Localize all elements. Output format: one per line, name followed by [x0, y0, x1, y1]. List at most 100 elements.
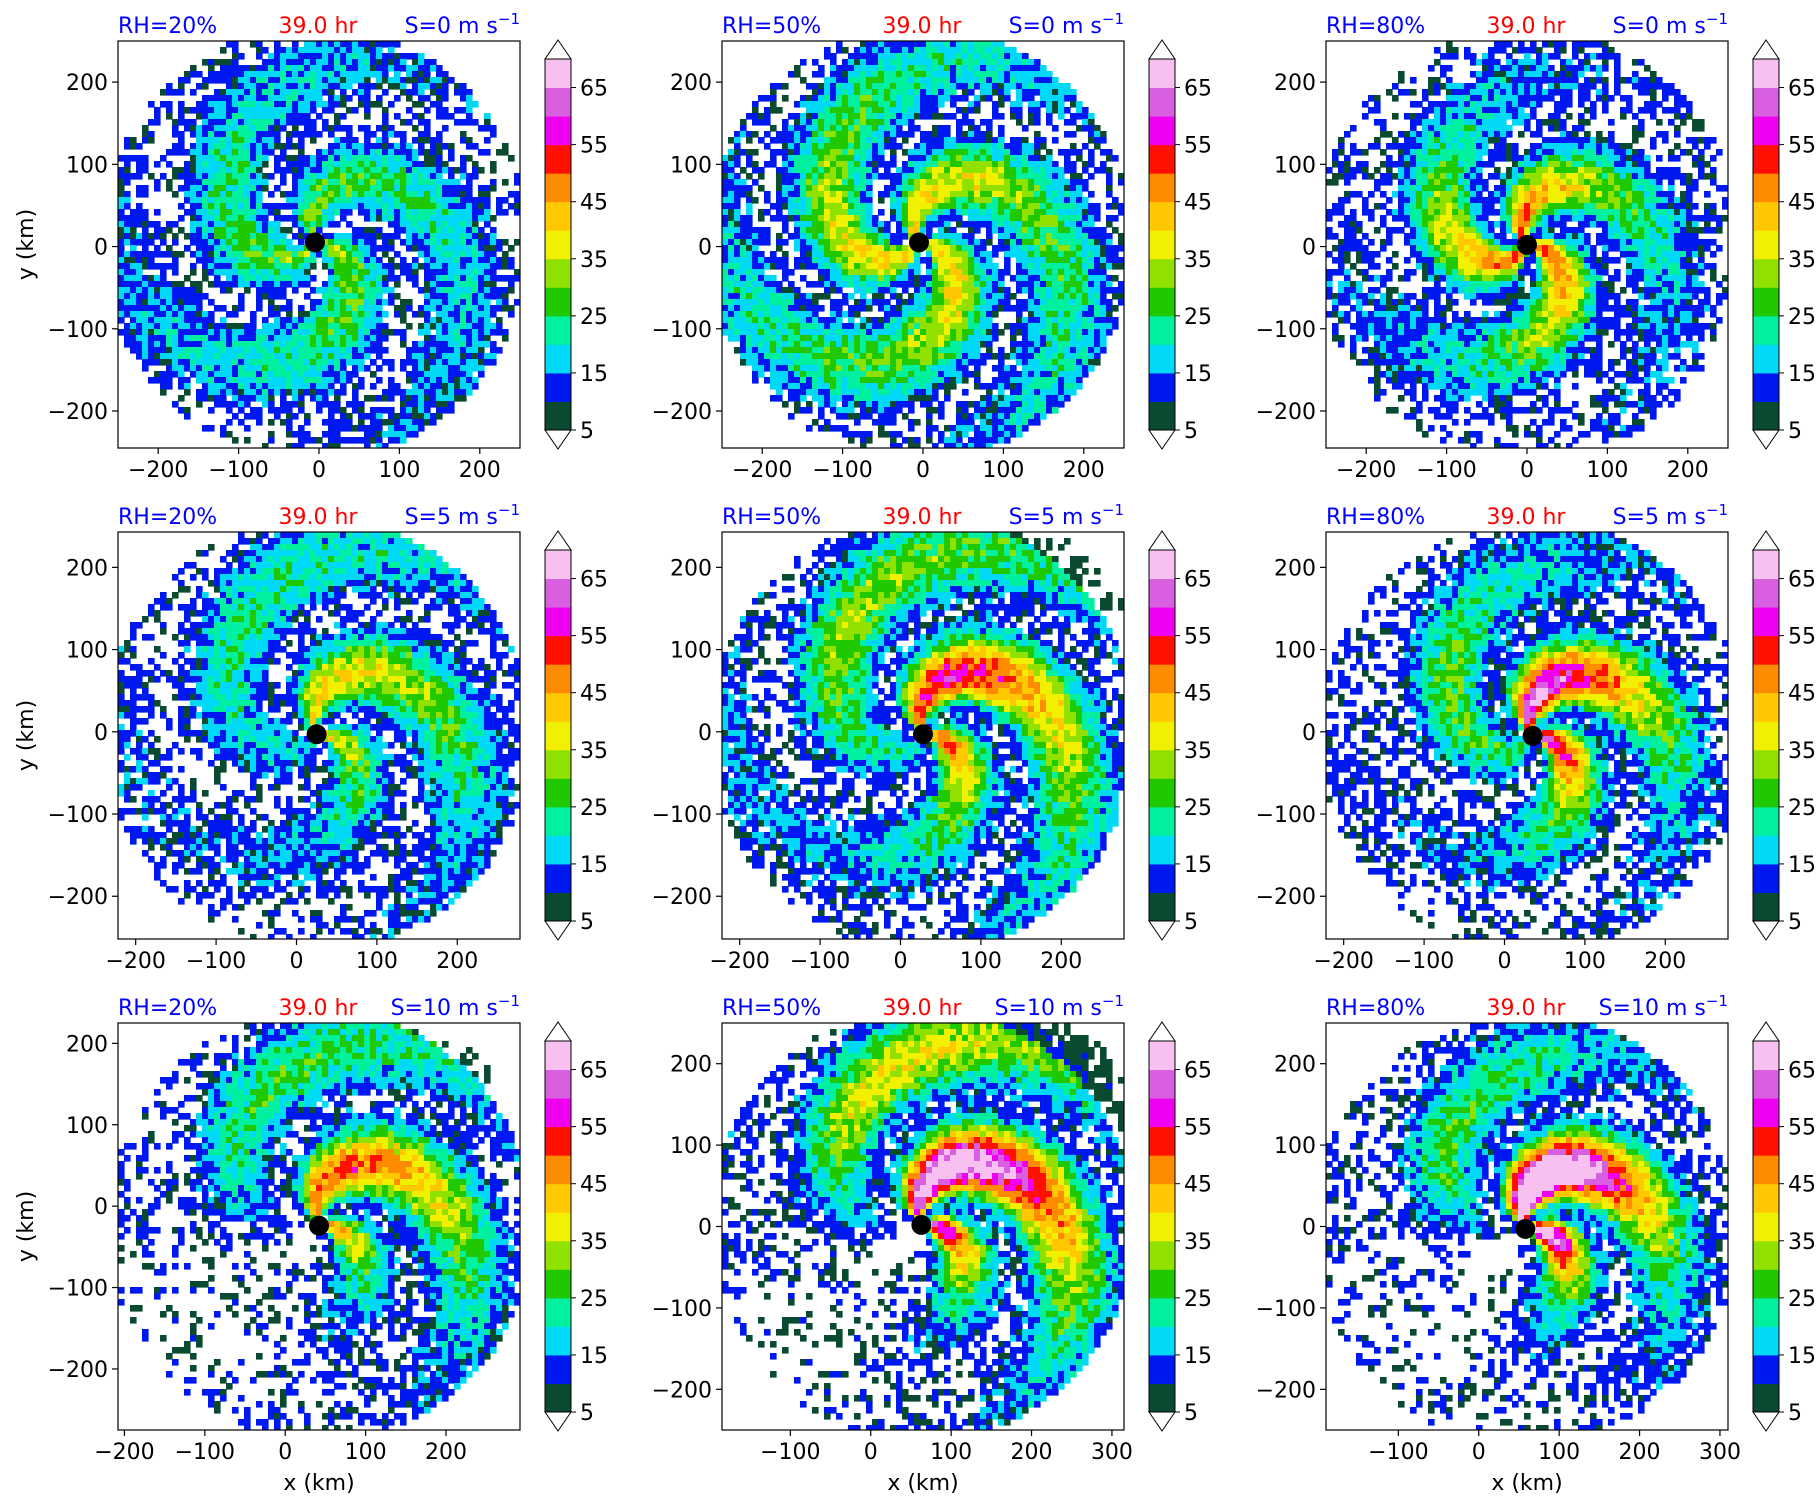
reflectivity-cell — [214, 101, 221, 108]
reflectivity-cell — [364, 251, 371, 258]
reflectivity-cell — [860, 437, 867, 444]
reflectivity-cell — [286, 227, 293, 234]
reflectivity-cell — [830, 209, 837, 216]
reflectivity-cell — [824, 119, 831, 126]
reflectivity-cell — [142, 227, 149, 234]
reflectivity-cell — [884, 395, 891, 402]
reflectivity-cell — [478, 149, 485, 156]
reflectivity-cell — [884, 131, 891, 138]
reflectivity-cell — [806, 383, 813, 390]
reflectivity-cell — [400, 167, 407, 174]
reflectivity-cell — [238, 377, 245, 384]
reflectivity-cell — [172, 89, 179, 96]
reflectivity-cell — [178, 143, 185, 150]
reflectivity-cell — [460, 335, 467, 342]
reflectivity-cell — [436, 293, 443, 300]
reflectivity-cell — [412, 257, 419, 264]
reflectivity-cell — [220, 341, 227, 348]
reflectivity-cell — [860, 143, 867, 150]
reflectivity-cell — [394, 251, 401, 258]
reflectivity-cell — [466, 389, 473, 396]
reflectivity-cell — [818, 389, 825, 396]
reflectivity-cell — [740, 311, 747, 318]
reflectivity-cell — [316, 251, 323, 258]
reflectivity-cell — [202, 77, 209, 84]
reflectivity-cell — [872, 251, 879, 258]
reflectivity-cell — [740, 119, 747, 126]
reflectivity-cell — [286, 305, 293, 312]
reflectivity-cell — [340, 263, 347, 270]
reflectivity-cell — [896, 275, 903, 282]
reflectivity-cell — [902, 119, 909, 126]
reflectivity-cell — [502, 209, 509, 216]
reflectivity-cell — [818, 197, 825, 204]
reflectivity-cell — [430, 161, 437, 168]
reflectivity-cell — [502, 197, 509, 204]
reflectivity-cell — [208, 425, 215, 432]
reflectivity-cell — [836, 353, 843, 360]
reflectivity-cell — [854, 215, 861, 222]
reflectivity-cell — [818, 131, 825, 138]
reflectivity-cell — [262, 71, 269, 78]
reflectivity-cell — [938, 47, 945, 54]
reflectivity-cell — [800, 275, 807, 282]
reflectivity-cell — [842, 263, 849, 270]
reflectivity-cell — [794, 185, 801, 192]
reflectivity-cell — [764, 365, 771, 372]
reflectivity-cell — [920, 209, 927, 216]
reflectivity-cell — [890, 65, 897, 72]
reflectivity-cell — [776, 83, 783, 90]
reflectivity-cell — [298, 407, 305, 414]
reflectivity-cell — [824, 143, 831, 150]
reflectivity-cell — [376, 329, 383, 336]
reflectivity-cell — [430, 263, 437, 270]
reflectivity-cell — [184, 149, 191, 156]
reflectivity-cell — [800, 353, 807, 360]
reflectivity-cell — [190, 269, 197, 276]
reflectivity-cell — [388, 197, 395, 204]
reflectivity-cell — [920, 323, 927, 330]
reflectivity-cell — [430, 335, 437, 342]
reflectivity-cell — [794, 101, 801, 108]
reflectivity-cell — [752, 299, 759, 306]
reflectivity-cell — [860, 281, 867, 288]
reflectivity-cell — [364, 41, 371, 48]
reflectivity-cell — [352, 185, 359, 192]
reflectivity-cell — [298, 107, 305, 114]
reflectivity-cell — [926, 107, 933, 114]
reflectivity-cell — [394, 197, 401, 204]
reflectivity-cell — [884, 299, 891, 306]
reflectivity-cell — [250, 227, 257, 234]
reflectivity-cell — [884, 353, 891, 360]
reflectivity-cell — [136, 329, 143, 336]
reflectivity-cell — [178, 101, 185, 108]
reflectivity-cell — [322, 305, 329, 312]
reflectivity-cell — [478, 125, 485, 132]
reflectivity-cell — [334, 137, 341, 144]
reflectivity-cell — [226, 419, 233, 426]
reflectivity-cell — [884, 161, 891, 168]
reflectivity-cell — [932, 197, 939, 204]
reflectivity-cell — [130, 299, 137, 306]
reflectivity-cell — [328, 155, 335, 162]
reflectivity-cell — [292, 89, 299, 96]
reflectivity-cell — [268, 125, 275, 132]
reflectivity-cell — [776, 263, 783, 270]
reflectivity-cell — [728, 185, 735, 192]
reflectivity-cell — [136, 317, 143, 324]
reflectivity-cell — [842, 407, 849, 414]
reflectivity-cell — [514, 239, 520, 246]
reflectivity-cell — [412, 275, 419, 282]
reflectivity-cell — [758, 167, 765, 174]
reflectivity-cell — [938, 257, 945, 264]
reflectivity-cell — [848, 149, 855, 156]
reflectivity-cell — [424, 167, 431, 174]
reflectivity-cell — [466, 221, 473, 228]
reflectivity-cell — [866, 77, 873, 84]
reflectivity-cell — [872, 407, 879, 414]
reflectivity-cell — [836, 311, 843, 318]
reflectivity-cell — [376, 155, 383, 162]
reflectivity-cell — [244, 107, 251, 114]
reflectivity-cell — [208, 239, 215, 246]
reflectivity-cell — [346, 275, 353, 282]
